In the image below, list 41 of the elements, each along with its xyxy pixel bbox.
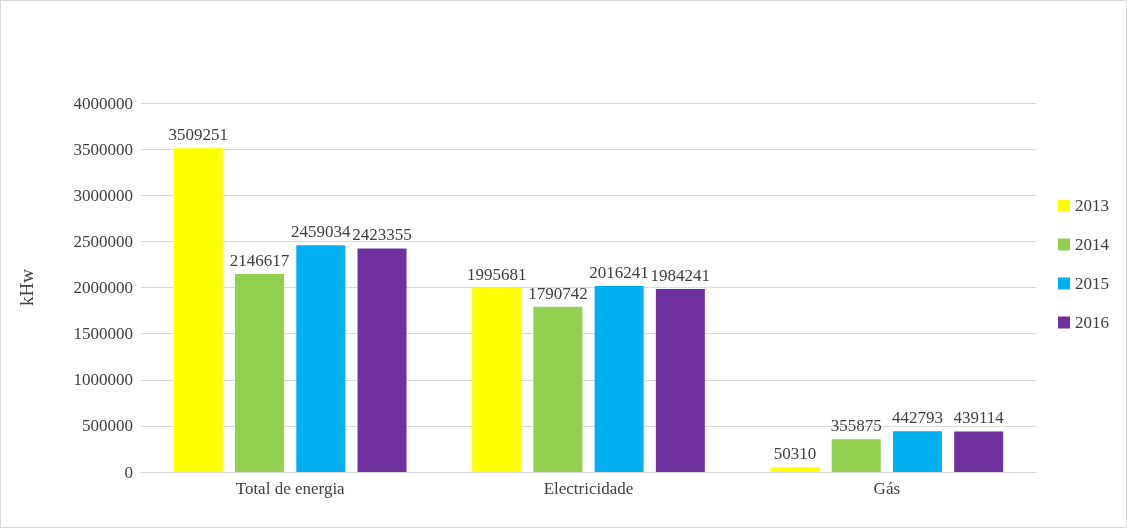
data-label: 1790742	[528, 283, 588, 303]
bar	[770, 467, 820, 472]
legend-label: 2016	[1075, 313, 1109, 332]
bar	[831, 439, 881, 472]
data-label: 50310	[773, 444, 817, 464]
y-tick-label: 4000000	[73, 93, 133, 113]
y-tick-label: 1000000	[73, 370, 133, 390]
legend-label: 2013	[1075, 196, 1109, 215]
bar	[472, 287, 522, 472]
data-label: 1995681	[466, 264, 527, 284]
data-label: 2146617	[229, 250, 290, 270]
data-label: 439114	[953, 408, 1005, 428]
bar	[357, 248, 407, 472]
bar	[954, 431, 1004, 472]
data-label: 355875	[830, 416, 882, 436]
data-label: 2459034	[291, 222, 352, 242]
bar	[235, 273, 285, 472]
y-tick-label: 2500000	[73, 231, 133, 251]
data-label: 2423355	[352, 225, 412, 245]
y-tick-label: 500000	[82, 416, 133, 436]
x-tick-label: Electricidade	[543, 479, 634, 498]
y-tick-label: 0	[124, 462, 133, 482]
legend-label: 2014	[1075, 235, 1110, 254]
y-axis-title: kHw	[16, 268, 37, 306]
bar	[533, 306, 583, 472]
data-label: 1984241	[650, 265, 711, 285]
bar	[296, 245, 346, 472]
bar	[892, 431, 942, 472]
x-tick-label: Total de energia	[235, 479, 346, 498]
bar	[594, 286, 644, 472]
y-tick-label: 1500000	[73, 324, 133, 344]
data-label: 2016241	[589, 263, 649, 282]
data-label: 442793	[891, 408, 943, 428]
legend-label: 2015	[1075, 274, 1109, 293]
data-label: 3509251	[168, 125, 229, 145]
y-tick-label: 2000000	[73, 278, 133, 297]
y-tick-label: 3000000	[73, 185, 133, 205]
x-tick-label: Gás	[873, 479, 901, 498]
bar	[655, 288, 705, 472]
y-tick-label: 3500000	[73, 139, 133, 159]
bar	[173, 148, 223, 472]
